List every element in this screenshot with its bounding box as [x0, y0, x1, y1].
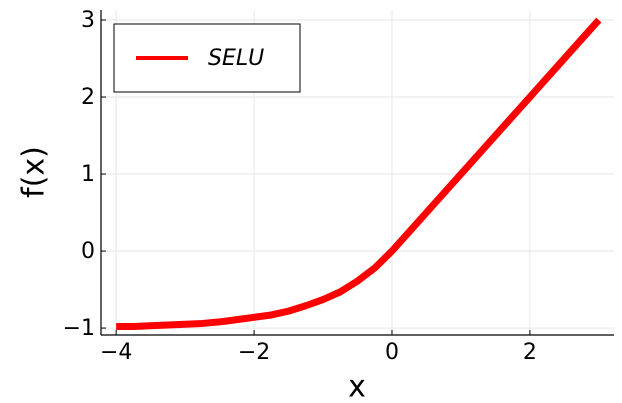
line: [116, 17, 602, 331]
y-axis-label: f(x): [17, 146, 52, 198]
x-tick-label: 0: [385, 340, 399, 365]
y-tick-label: −1: [63, 316, 95, 341]
y-tick-label: 1: [81, 162, 95, 187]
y-tick-label: 3: [81, 8, 95, 33]
x-axis-label: x: [348, 370, 366, 403]
x-tick-label: 2: [523, 340, 537, 365]
x-tick-label: −2: [238, 340, 270, 365]
legend-label: SELU: [208, 46, 264, 71]
y-tick-label: 2: [81, 85, 95, 110]
y-tick-label: 0: [81, 239, 95, 264]
x-tick-label: −4: [100, 340, 132, 365]
